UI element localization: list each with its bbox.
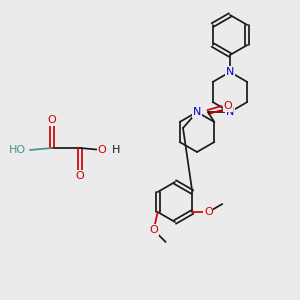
Text: O: O — [48, 115, 56, 125]
Text: N: N — [226, 67, 234, 77]
Text: N: N — [226, 107, 234, 117]
Text: O: O — [149, 225, 158, 235]
Text: H: H — [112, 145, 120, 155]
Text: O: O — [76, 171, 84, 181]
Text: N: N — [193, 107, 201, 117]
Text: O: O — [204, 207, 213, 217]
Text: HO: HO — [9, 145, 26, 155]
Text: O: O — [98, 145, 106, 155]
Text: O: O — [224, 101, 232, 111]
